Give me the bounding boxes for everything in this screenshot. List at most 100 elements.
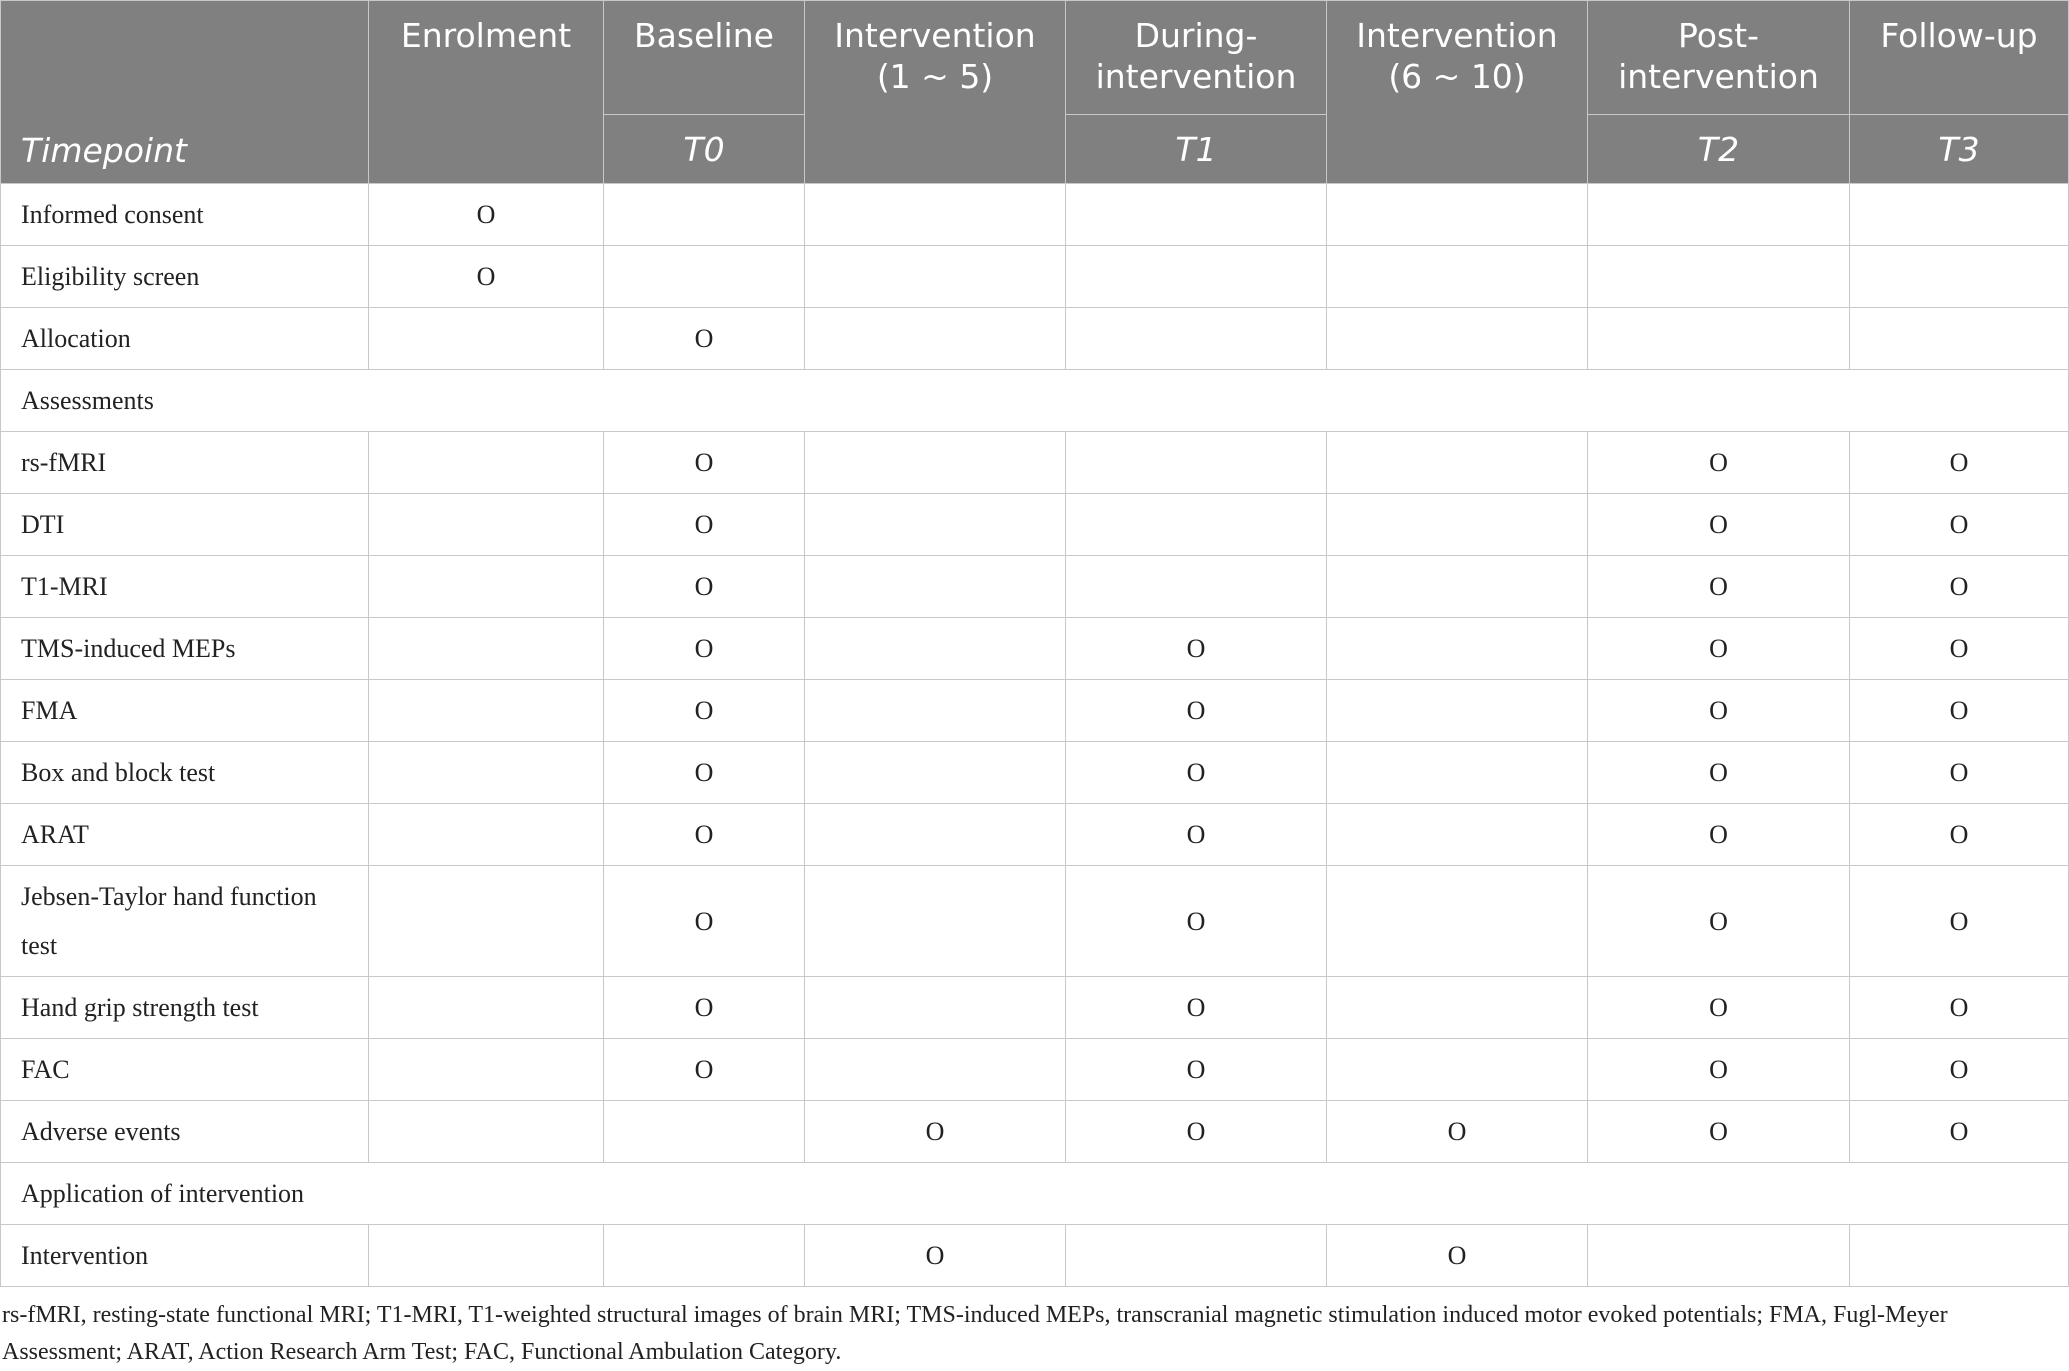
cell — [804, 803, 1066, 866]
cell: O — [1065, 1038, 1327, 1101]
cell — [1326, 493, 1588, 556]
cell: O — [603, 617, 805, 680]
cell — [368, 1224, 604, 1287]
cell — [1065, 245, 1327, 308]
column-header: Post- intervention — [1587, 0, 1850, 115]
cell: O — [1065, 679, 1327, 742]
cell: O — [603, 431, 805, 494]
row-label: Eligibility screen — [0, 245, 369, 308]
column-header: Baseline — [603, 0, 805, 115]
cell — [1326, 803, 1588, 866]
cell: O — [1065, 976, 1327, 1039]
cell — [1587, 245, 1850, 308]
cell: O — [368, 183, 604, 246]
cell — [804, 245, 1066, 308]
cell: O — [1326, 1100, 1588, 1163]
cell — [1065, 431, 1327, 494]
cell — [368, 803, 604, 866]
cell — [1849, 183, 2069, 246]
cell — [368, 555, 604, 618]
cell: O — [603, 679, 805, 742]
cell — [368, 431, 604, 494]
table-row: ARAT O O O O — [0, 803, 2069, 866]
cell — [804, 976, 1066, 1039]
cell: O — [603, 493, 805, 556]
section-label: Application of intervention — [0, 1162, 2069, 1225]
cell — [1326, 865, 1588, 977]
cell — [1587, 183, 1850, 246]
cell: O — [1849, 431, 2069, 494]
cell — [368, 741, 604, 804]
column-subheader: T2 — [1587, 114, 1850, 184]
cell — [804, 431, 1066, 494]
cell — [1849, 307, 2069, 370]
cell — [1587, 1224, 1850, 1287]
row-label: Adverse events — [0, 1100, 369, 1163]
row-label: DTI — [0, 493, 369, 556]
table-body: Informed consent O Eligibility screen O Allo… — [0, 183, 2069, 1287]
cell: O — [1587, 741, 1850, 804]
cell — [804, 1038, 1066, 1101]
cell — [368, 307, 604, 370]
column-header: Intervention (6 ~ 10) — [1326, 0, 1588, 184]
row-label: ARAT — [0, 803, 369, 866]
cell — [1326, 617, 1588, 680]
cell — [804, 865, 1066, 977]
cell: O — [1587, 617, 1850, 680]
cell: O — [1065, 1100, 1327, 1163]
cell: O — [1849, 865, 2069, 977]
cell: O — [1065, 865, 1327, 977]
row-label: FMA — [0, 679, 369, 742]
cell: O — [1065, 741, 1327, 804]
cell — [1065, 493, 1327, 556]
cell — [804, 741, 1066, 804]
row-label: TMS-induced MEPs — [0, 617, 369, 680]
cell: O — [804, 1100, 1066, 1163]
table-row: FAC O O O O — [0, 1038, 2069, 1101]
cell: O — [1587, 865, 1850, 977]
cell — [603, 183, 805, 246]
cell — [1326, 245, 1588, 308]
cell — [1065, 555, 1327, 618]
cell: O — [603, 803, 805, 866]
cell — [368, 1038, 604, 1101]
row-label: FAC — [0, 1038, 369, 1101]
column-header: Enrolment — [368, 0, 604, 184]
table-row: Box and block test O O O O — [0, 741, 2069, 804]
cell: O — [1849, 679, 2069, 742]
cell — [1587, 307, 1850, 370]
cell — [1326, 183, 1588, 246]
cell — [1326, 555, 1588, 618]
cell — [1849, 245, 2069, 308]
cell: O — [1849, 741, 2069, 804]
header-row: T0 T1 T2 T3 — [1, 114, 2069, 184]
table-row: Eligibility screen O — [0, 245, 2069, 308]
cell: O — [1849, 803, 2069, 866]
row-label: Box and block test — [0, 741, 369, 804]
row-label: T1-MRI — [0, 555, 369, 618]
table-row: TMS-induced MEPs O O O O — [0, 617, 2069, 680]
table-header: Timepoint Enrolment Baseline Intervention (… — [0, 0, 2069, 184]
cell — [1326, 1038, 1588, 1101]
cell: O — [1587, 1038, 1850, 1101]
cell — [804, 183, 1066, 246]
table-row: FMA O O O O — [0, 679, 2069, 742]
cell: O — [1587, 1100, 1850, 1163]
column-subheader: T3 — [1849, 114, 2069, 184]
row-label: Jebsen-Taylor hand function test — [0, 865, 369, 977]
table-row: Hand grip strength test O O O O — [0, 976, 2069, 1039]
cell — [603, 1100, 805, 1163]
table-row: Application of intervention — [0, 1162, 2069, 1225]
cell: O — [603, 976, 805, 1039]
cell: O — [1849, 493, 2069, 556]
table-row: Jebsen-Taylor hand function test O O O O — [0, 865, 2069, 977]
cell — [368, 493, 604, 556]
cell: O — [1587, 803, 1850, 866]
cell: O — [368, 245, 604, 308]
cell — [804, 617, 1066, 680]
corner-header: Timepoint — [0, 0, 369, 184]
cell — [368, 679, 604, 742]
table-row: T1-MRI O O O — [0, 555, 2069, 618]
column-subheader: T0 — [603, 114, 805, 184]
